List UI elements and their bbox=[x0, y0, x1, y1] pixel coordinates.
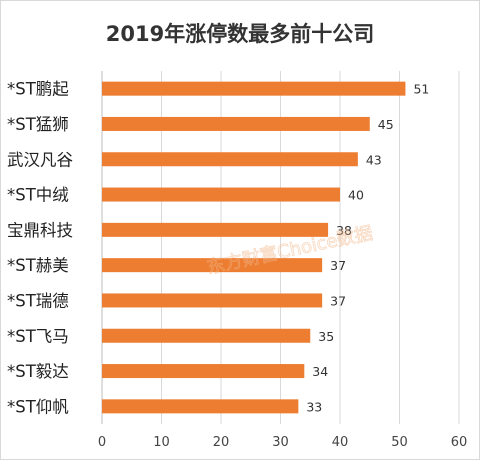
bar-4 bbox=[102, 222, 329, 237]
value-label-5: 37 bbox=[330, 258, 346, 273]
category-label-1: *ST猛狮 bbox=[7, 115, 69, 134]
category-label-3: *ST中绒 bbox=[7, 186, 69, 205]
bar-5 bbox=[102, 258, 323, 273]
bar-9 bbox=[102, 399, 299, 414]
x-tick-labels: 0 10 20 30 40 50 60 bbox=[98, 435, 467, 450]
category-label-6: *ST瑞德 bbox=[7, 291, 69, 310]
bar-3 bbox=[102, 187, 340, 202]
x-tick-label-20: 20 bbox=[213, 435, 230, 450]
value-label-2: 43 bbox=[366, 152, 382, 167]
x-tick-label-30: 30 bbox=[272, 435, 289, 450]
bar-1 bbox=[102, 116, 370, 131]
value-label-6: 37 bbox=[330, 293, 346, 308]
bar-6 bbox=[102, 293, 323, 308]
category-label-9: *ST仰帆 bbox=[7, 397, 69, 416]
value-label-8: 34 bbox=[312, 364, 328, 379]
bars bbox=[102, 81, 406, 414]
category-label-7: *ST飞马 bbox=[7, 327, 69, 346]
bar-7 bbox=[102, 328, 311, 343]
category-label-8: *ST毅达 bbox=[7, 362, 69, 381]
bar-0 bbox=[102, 81, 406, 96]
x-tick-label-50: 50 bbox=[391, 435, 408, 450]
value-label-9: 33 bbox=[306, 399, 322, 414]
bar-8 bbox=[102, 364, 305, 379]
value-label-3: 40 bbox=[348, 188, 364, 203]
x-tick-label-0: 0 bbox=[98, 435, 106, 450]
category-label-4: 宝鼎科技 bbox=[7, 221, 73, 240]
value-label-0: 51 bbox=[413, 82, 429, 97]
x-tick-label-60: 60 bbox=[451, 435, 468, 450]
chart-title: 2019年涨停数最多前十公司 bbox=[106, 22, 374, 46]
x-tick-label-40: 40 bbox=[332, 435, 349, 450]
value-labels: 51 45 43 40 38 37 37 35 34 33 bbox=[306, 82, 429, 415]
bar-2 bbox=[102, 152, 358, 167]
category-label-0: *ST鹏起 bbox=[7, 80, 69, 99]
category-label-5: *ST赫美 bbox=[7, 256, 69, 275]
category-label-2: 武汉凡谷 bbox=[7, 150, 73, 169]
value-label-1: 45 bbox=[378, 117, 394, 132]
x-tick-label-10: 10 bbox=[153, 435, 170, 450]
value-label-7: 35 bbox=[318, 329, 334, 344]
value-label-4: 38 bbox=[336, 223, 352, 238]
